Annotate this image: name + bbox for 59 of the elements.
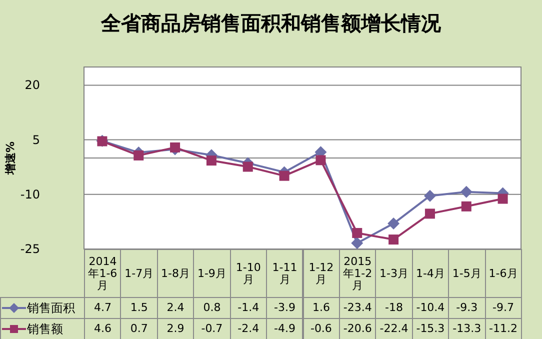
point: [206, 156, 216, 166]
legend-label: 销售额: [27, 322, 63, 336]
point: [388, 234, 399, 245]
data-label: -10.4: [412, 297, 450, 319]
x-tick-label: 1-12月: [302, 249, 340, 298]
data-label: -2.4: [230, 318, 268, 339]
data-label: -18: [375, 297, 413, 319]
data-label: 4.6: [84, 318, 122, 339]
data-label: -11.2: [484, 318, 522, 339]
x-tick-label: 1-3月: [375, 249, 413, 298]
x-tick-label: 1-8月: [156, 249, 194, 298]
point: [498, 194, 508, 204]
x-tick-label: 1-4月: [412, 249, 450, 298]
y-axis-title: 增速%: [4, 141, 17, 176]
y-tick-label: 20: [24, 78, 40, 92]
data-label: -23.4: [338, 297, 376, 319]
data-label: -4.9: [266, 318, 304, 339]
data-label: 1.5: [120, 297, 158, 319]
point: [134, 150, 144, 160]
legend-label: 销售面积: [27, 301, 75, 315]
x-tick-label: 1-6月: [484, 249, 522, 298]
point: [279, 170, 290, 181]
x-tick-label: 2015年1-2月: [338, 249, 376, 298]
x-tick-label: 1-5月: [448, 249, 486, 298]
data-label: -0.6: [302, 318, 340, 339]
point: [388, 218, 400, 230]
point: [316, 155, 326, 166]
data-label: 1.6: [302, 297, 340, 319]
point: [461, 201, 472, 212]
data-label: -0.7: [193, 318, 231, 339]
data-label: 2.4: [156, 297, 194, 319]
chart-title: 全省商品房销售面积和销售额增长情况: [100, 11, 442, 35]
point: [424, 190, 436, 202]
data-label: -1.4: [230, 297, 268, 319]
y-tick-label: 5: [32, 132, 40, 147]
point: [424, 208, 435, 219]
point: [460, 186, 472, 198]
data-label: 0.7: [120, 318, 158, 339]
data-label: -20.6: [338, 318, 376, 339]
point: [242, 162, 253, 172]
x-tick-label: 1-7月: [120, 249, 158, 298]
data-label: -22.4: [375, 318, 413, 339]
x-tick-label: 1-11月: [266, 249, 304, 298]
x-tick-label: 2014年1-6月: [84, 249, 122, 298]
point: [351, 237, 364, 250]
data-label: -9.3: [448, 297, 486, 319]
y-tick-label: -25: [20, 242, 40, 256]
data-label: -9.7: [484, 297, 522, 319]
data-label: -3.9: [266, 297, 304, 319]
point: [170, 142, 180, 152]
point: [352, 228, 362, 238]
data-label: -15.3: [412, 318, 450, 339]
data-label: -13.3: [448, 318, 486, 339]
data-label: 0.8: [193, 297, 231, 319]
data-label: 2.9: [156, 318, 194, 339]
x-tick-label: 1-10月: [230, 249, 268, 298]
data-label: 4.7: [84, 297, 122, 319]
x-tick-label: 1-9月: [193, 249, 231, 298]
y-tick-label: -10: [20, 187, 40, 202]
